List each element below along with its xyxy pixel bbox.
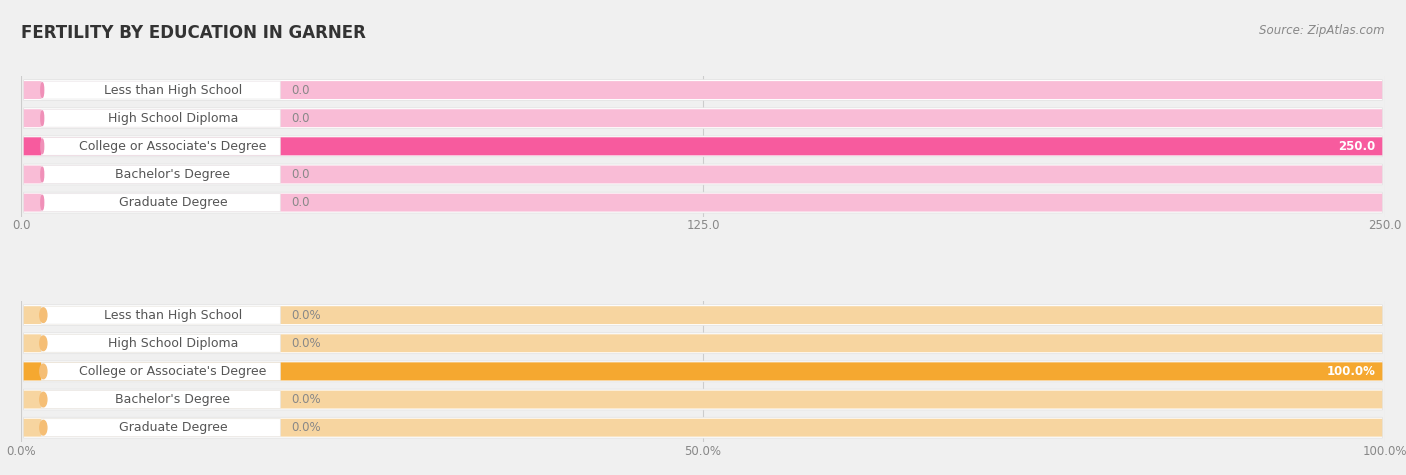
FancyBboxPatch shape bbox=[24, 80, 1382, 101]
Circle shape bbox=[39, 364, 46, 379]
FancyBboxPatch shape bbox=[24, 390, 1382, 408]
FancyBboxPatch shape bbox=[24, 334, 1382, 352]
FancyBboxPatch shape bbox=[41, 419, 280, 437]
Text: High School Diploma: High School Diploma bbox=[108, 337, 238, 350]
Text: Graduate Degree: Graduate Degree bbox=[118, 196, 228, 209]
FancyBboxPatch shape bbox=[24, 136, 1382, 157]
Text: 0.0: 0.0 bbox=[291, 168, 309, 181]
Text: Source: ZipAtlas.com: Source: ZipAtlas.com bbox=[1260, 24, 1385, 37]
FancyBboxPatch shape bbox=[41, 390, 280, 408]
FancyBboxPatch shape bbox=[42, 165, 280, 183]
Text: Less than High School: Less than High School bbox=[104, 84, 242, 96]
Text: 0.0%: 0.0% bbox=[291, 393, 321, 406]
Circle shape bbox=[41, 195, 44, 210]
Circle shape bbox=[41, 111, 44, 125]
FancyBboxPatch shape bbox=[24, 305, 1382, 325]
Text: FERTILITY BY EDUCATION IN GARNER: FERTILITY BY EDUCATION IN GARNER bbox=[21, 24, 366, 42]
Text: 0.0%: 0.0% bbox=[291, 337, 321, 350]
FancyBboxPatch shape bbox=[42, 81, 280, 99]
Text: High School Diploma: High School Diploma bbox=[108, 112, 238, 125]
FancyBboxPatch shape bbox=[24, 165, 1382, 183]
FancyBboxPatch shape bbox=[24, 108, 1382, 129]
FancyBboxPatch shape bbox=[42, 109, 280, 127]
Circle shape bbox=[39, 420, 46, 435]
FancyBboxPatch shape bbox=[24, 164, 1382, 185]
FancyBboxPatch shape bbox=[24, 192, 1382, 213]
FancyBboxPatch shape bbox=[41, 334, 280, 352]
FancyBboxPatch shape bbox=[24, 417, 1382, 438]
FancyBboxPatch shape bbox=[42, 137, 280, 155]
FancyBboxPatch shape bbox=[24, 362, 1382, 380]
Text: Less than High School: Less than High School bbox=[104, 309, 242, 322]
FancyBboxPatch shape bbox=[24, 361, 1382, 382]
Circle shape bbox=[41, 139, 44, 154]
Text: 0.0: 0.0 bbox=[291, 84, 309, 96]
Text: Bachelor's Degree: Bachelor's Degree bbox=[115, 168, 231, 181]
Text: Bachelor's Degree: Bachelor's Degree bbox=[115, 393, 231, 406]
FancyBboxPatch shape bbox=[42, 194, 280, 211]
FancyBboxPatch shape bbox=[24, 109, 1382, 127]
FancyBboxPatch shape bbox=[24, 81, 1382, 99]
Text: College or Associate's Degree: College or Associate's Degree bbox=[79, 365, 267, 378]
FancyBboxPatch shape bbox=[41, 306, 280, 324]
FancyBboxPatch shape bbox=[24, 137, 1382, 155]
Text: College or Associate's Degree: College or Associate's Degree bbox=[79, 140, 267, 153]
Text: 100.0%: 100.0% bbox=[1326, 365, 1375, 378]
FancyBboxPatch shape bbox=[24, 137, 1382, 155]
Circle shape bbox=[41, 167, 44, 182]
FancyBboxPatch shape bbox=[24, 306, 1382, 324]
FancyBboxPatch shape bbox=[24, 389, 1382, 410]
FancyBboxPatch shape bbox=[24, 194, 1382, 211]
Text: 0.0%: 0.0% bbox=[291, 421, 321, 434]
FancyBboxPatch shape bbox=[41, 362, 280, 380]
Text: 0.0%: 0.0% bbox=[291, 309, 321, 322]
FancyBboxPatch shape bbox=[24, 419, 1382, 437]
Text: Graduate Degree: Graduate Degree bbox=[118, 421, 228, 434]
Circle shape bbox=[39, 308, 46, 323]
FancyBboxPatch shape bbox=[24, 333, 1382, 354]
Text: 0.0: 0.0 bbox=[291, 112, 309, 125]
Circle shape bbox=[41, 83, 44, 97]
Circle shape bbox=[39, 336, 46, 351]
Text: 250.0: 250.0 bbox=[1339, 140, 1375, 153]
Text: 0.0: 0.0 bbox=[291, 196, 309, 209]
FancyBboxPatch shape bbox=[24, 362, 1382, 380]
Circle shape bbox=[39, 392, 46, 407]
